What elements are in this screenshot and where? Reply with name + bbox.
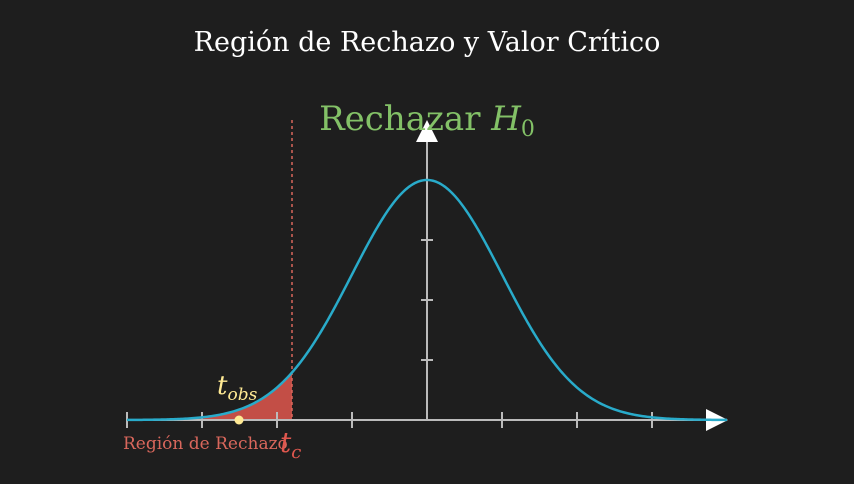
critical-label-symbol: t [280,426,292,459]
y-axis-arrow-icon [416,120,438,142]
diagram-title: Región de Rechazo y Valor Crítico [194,27,661,58]
decision-label-text: Rechazar [319,99,491,139]
decision-label-subscript: 0 [521,117,535,142]
rejection-region-label: Región de Rechazo [123,434,288,454]
observed-label-symbol: t [217,371,228,401]
rejection-region-area [127,372,292,420]
observed-statistic-label: tobs [217,371,258,405]
decision-label-symbol: H [490,99,522,139]
critical-label-subscript: c [291,442,301,463]
density-curve [126,178,728,422]
observed-label-subscript: obs [227,385,257,405]
decision-label: Rechazar H0 [319,99,535,142]
observed-statistic-point [234,415,244,425]
critical-value-label: tc [280,426,301,463]
